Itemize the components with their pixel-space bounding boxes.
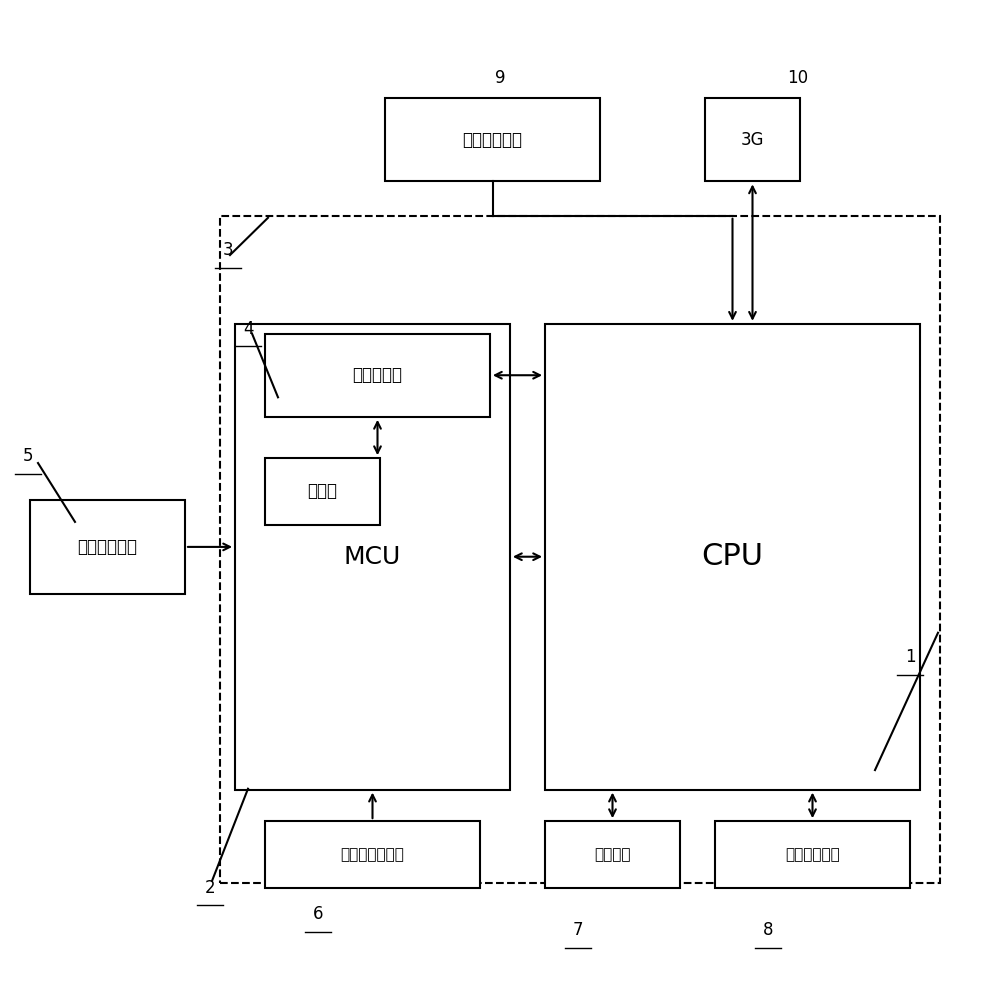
Text: 总线通信模块: 总线通信模块	[78, 538, 138, 556]
Text: 6: 6	[313, 905, 323, 923]
FancyBboxPatch shape	[385, 98, 600, 181]
FancyBboxPatch shape	[265, 458, 380, 525]
Text: 传感器通信模块: 传感器通信模块	[341, 847, 404, 862]
Text: 1: 1	[905, 648, 915, 666]
Text: 7: 7	[573, 921, 583, 939]
FancyBboxPatch shape	[30, 500, 185, 594]
Text: 10: 10	[787, 70, 809, 87]
FancyBboxPatch shape	[545, 821, 680, 888]
Text: 4: 4	[243, 320, 253, 337]
Text: 铁电存储器: 铁电存储器	[352, 366, 402, 385]
Text: 3: 3	[223, 241, 233, 259]
FancyBboxPatch shape	[545, 324, 920, 790]
Text: 存储模块: 存储模块	[594, 847, 631, 862]
Text: 3G: 3G	[741, 130, 764, 149]
Text: 有线接口模块: 有线接口模块	[785, 847, 840, 862]
Text: 电源管理模块: 电源管理模块	[462, 130, 522, 149]
FancyBboxPatch shape	[715, 821, 910, 888]
Text: 5: 5	[23, 447, 33, 465]
FancyBboxPatch shape	[235, 324, 510, 790]
Text: 2: 2	[205, 879, 215, 897]
FancyBboxPatch shape	[265, 334, 490, 417]
FancyBboxPatch shape	[220, 216, 940, 883]
Text: 8: 8	[763, 921, 773, 939]
Text: MCU: MCU	[344, 544, 401, 569]
FancyBboxPatch shape	[705, 98, 800, 181]
Text: CPU: CPU	[702, 542, 764, 571]
Text: 9: 9	[495, 70, 505, 87]
Text: 缓存器: 缓存器	[308, 483, 338, 500]
FancyBboxPatch shape	[265, 821, 480, 888]
